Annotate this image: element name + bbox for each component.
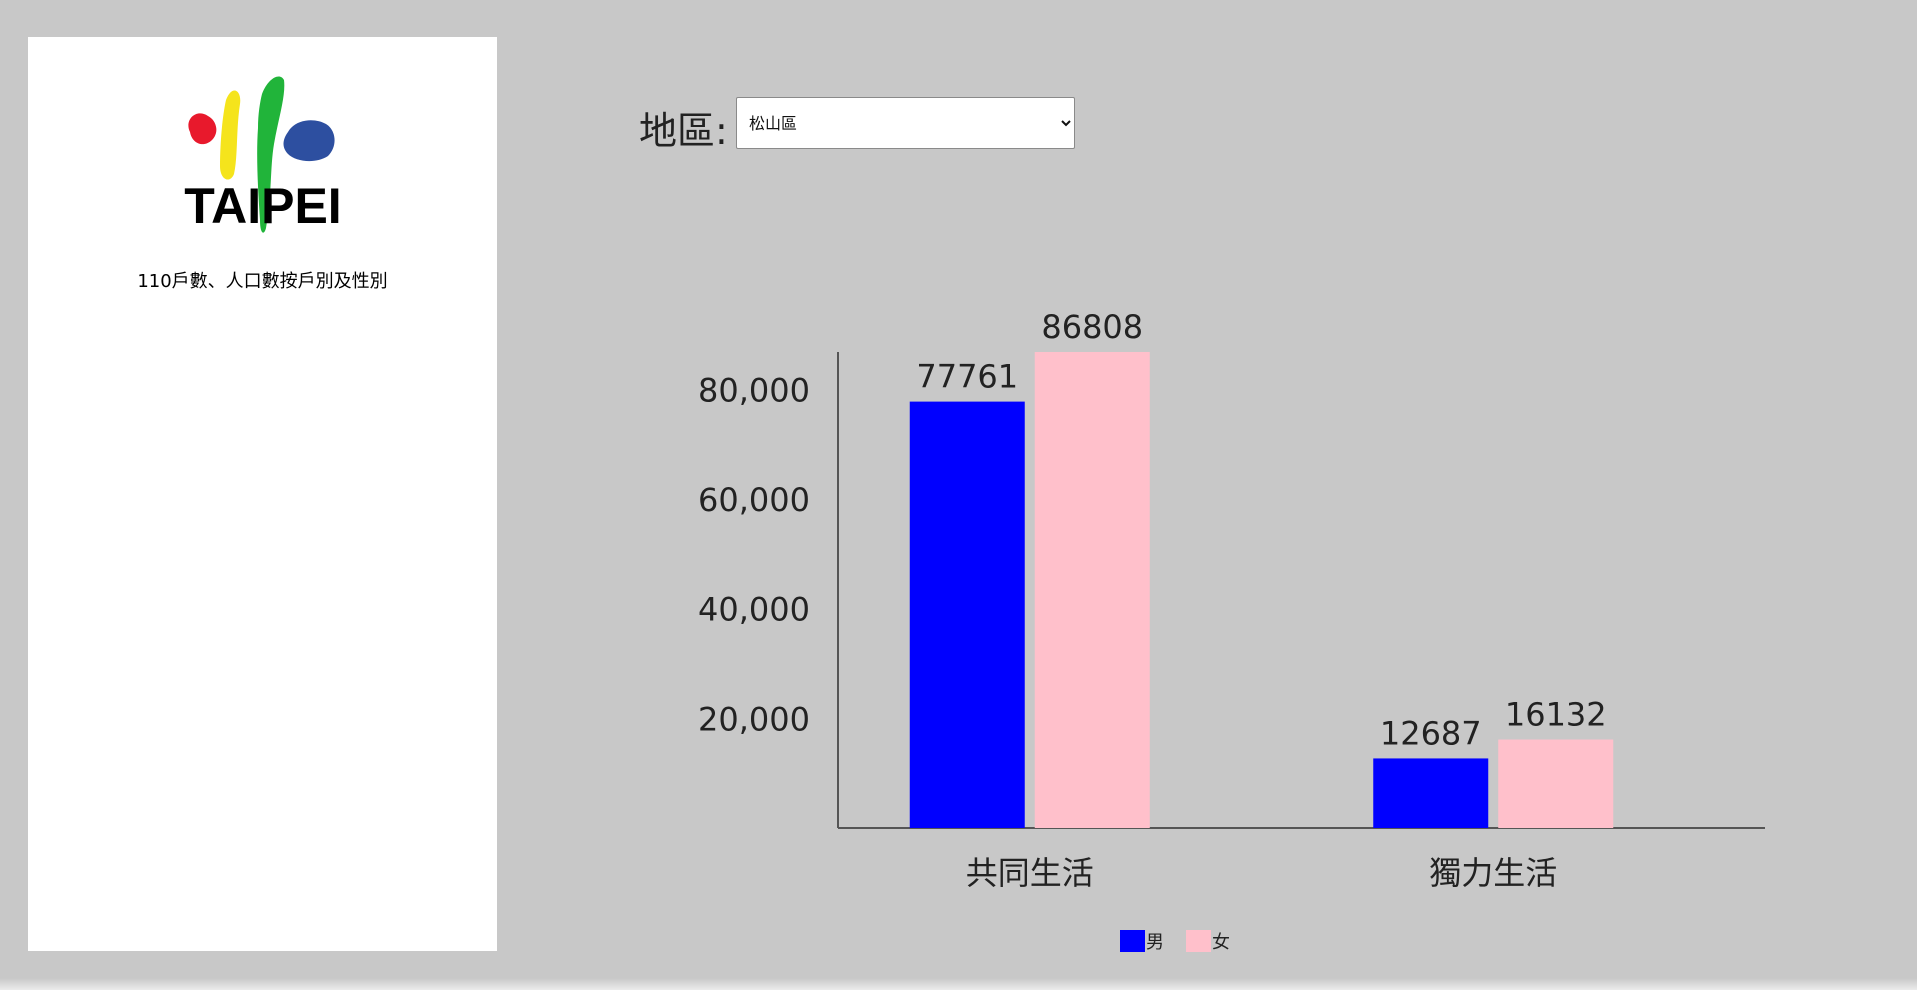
data-label: 86808 bbox=[1041, 308, 1143, 346]
x-category-label: 獨力生活 bbox=[1429, 854, 1557, 892]
logo-wordmark: TAIPEI bbox=[184, 178, 341, 234]
page-bottom-edge bbox=[0, 978, 1917, 990]
y-tick-label: 20,000 bbox=[698, 700, 810, 738]
bar-male bbox=[909, 401, 1025, 828]
bar-male bbox=[1373, 758, 1489, 828]
legend-item-female: 女 bbox=[1186, 928, 1230, 954]
data-label: 16132 bbox=[1505, 696, 1607, 734]
y-tick-label: 40,000 bbox=[698, 591, 810, 629]
legend-label-female: 女 bbox=[1212, 932, 1230, 953]
taipei-logo: TAIPEI bbox=[176, 60, 351, 240]
district-select[interactable]: 松山區 bbox=[736, 97, 1075, 149]
data-label: 12687 bbox=[1380, 714, 1482, 752]
chart-legend: 男 女 bbox=[1120, 928, 1252, 954]
legend-item-male: 男 bbox=[1120, 928, 1164, 954]
x-category-label: 共同生活 bbox=[966, 854, 1094, 892]
district-filter-label: 地區: bbox=[639, 109, 728, 153]
legend-label-male: 男 bbox=[1146, 932, 1164, 953]
legend-swatch-male bbox=[1120, 930, 1145, 952]
dataset-title: 110戶數、人口數按戶別及性別 bbox=[137, 271, 388, 292]
legend-swatch-female bbox=[1186, 930, 1211, 952]
y-tick-label: 60,000 bbox=[698, 481, 810, 519]
bar-female bbox=[1498, 739, 1614, 828]
y-tick-label: 80,000 bbox=[698, 371, 810, 409]
taipei-logo-image: TAIPEI bbox=[184, 76, 342, 234]
data-label: 77761 bbox=[916, 358, 1018, 396]
bar-female bbox=[1034, 352, 1150, 828]
sidebar-panel: TAIPEI 110戶數、人口數按戶別及性別 bbox=[28, 37, 497, 951]
